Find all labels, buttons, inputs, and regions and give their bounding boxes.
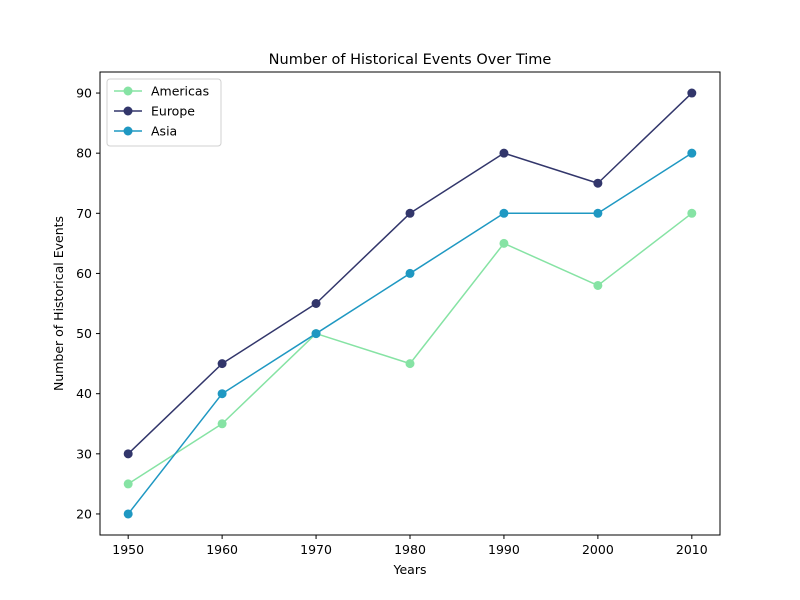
x-tick-label: 1980 <box>394 542 426 557</box>
legend-label: Europe <box>151 104 195 119</box>
data-point-americas <box>593 280 603 290</box>
y-axis-label: Number of Historical Events <box>51 216 66 391</box>
y-tick-label: 40 <box>76 386 92 401</box>
legend-label: Americas <box>151 84 209 99</box>
data-point-europe <box>123 449 133 459</box>
legend-item-americas: Americas <box>114 84 209 99</box>
data-point-americas <box>499 238 509 248</box>
y-tick-label: 90 <box>76 86 92 101</box>
series-americas <box>123 208 697 489</box>
y-tick-label: 30 <box>76 446 92 461</box>
legend-frame <box>106 78 222 147</box>
series-group <box>123 88 697 519</box>
x-tick-label: 1960 <box>206 542 238 557</box>
series-europe <box>123 88 697 459</box>
x-axis-label: Years <box>393 562 427 577</box>
legend-item-europe: Europe <box>114 104 195 119</box>
legend: Americas Europe Asia <box>106 78 222 147</box>
data-point-europe <box>217 359 227 369</box>
chart-title: Number of Historical Events Over Time <box>269 52 552 68</box>
y-tick-label: 70 <box>76 206 92 221</box>
y-tick-label: 20 <box>76 506 92 521</box>
series-line-asia <box>127 152 693 515</box>
y-axis: 20 30 40 50 60 70 80 90 <box>76 86 100 521</box>
legend-label: Asia <box>151 124 177 139</box>
data-point-europe <box>687 88 697 98</box>
data-point-europe <box>593 178 603 188</box>
y-tick-label: 50 <box>76 326 92 341</box>
legend-marker <box>123 86 133 96</box>
legend-marker <box>123 106 133 116</box>
x-tick-label: 1990 <box>488 542 520 557</box>
series-line-americas <box>127 212 693 485</box>
x-tick-label: 2000 <box>582 542 614 557</box>
data-point-europe <box>405 208 415 218</box>
data-point-asia <box>593 208 603 218</box>
series-asia <box>123 148 697 519</box>
data-point-asia <box>405 268 415 278</box>
data-point-asia <box>499 208 509 218</box>
legend-item-asia: Asia <box>114 124 177 139</box>
y-tick-label: 80 <box>76 146 92 161</box>
x-tick-label: 2010 <box>676 542 708 557</box>
data-point-asia <box>217 389 227 399</box>
x-tick-label: 1970 <box>300 542 332 557</box>
data-point-americas <box>405 359 415 369</box>
x-axis: 1950 1960 1970 1980 1990 2000 2010 <box>112 535 708 557</box>
data-point-asia <box>123 509 133 519</box>
data-point-americas <box>217 419 227 429</box>
data-point-americas <box>687 208 697 218</box>
data-point-asia <box>687 148 697 158</box>
data-point-asia <box>311 329 321 339</box>
x-tick-label: 1950 <box>112 542 144 557</box>
data-point-europe <box>499 148 509 158</box>
legend-marker <box>123 126 133 136</box>
data-point-americas <box>123 479 133 489</box>
data-point-europe <box>311 299 321 308</box>
y-tick-label: 60 <box>76 266 92 281</box>
